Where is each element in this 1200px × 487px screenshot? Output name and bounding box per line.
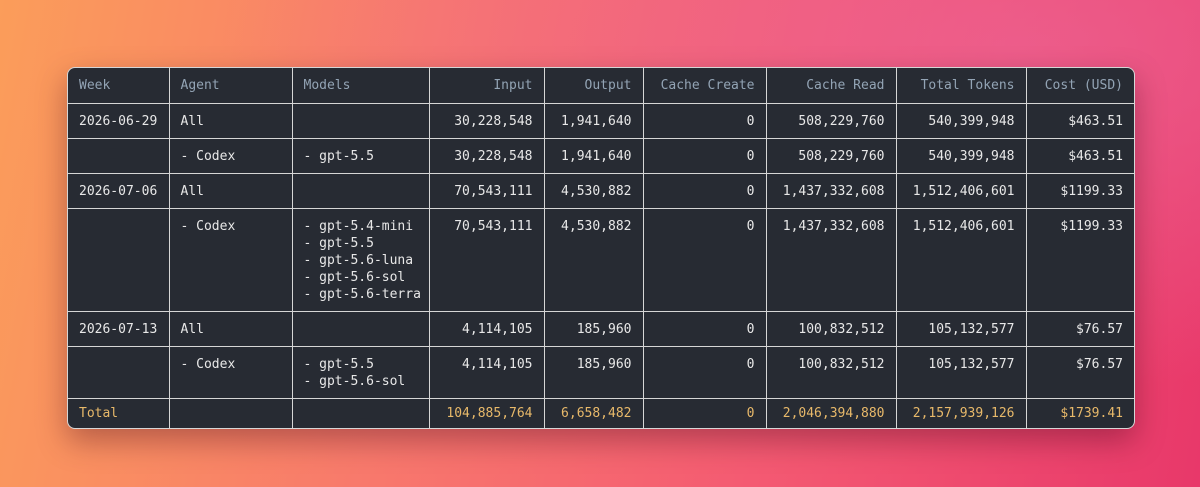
cell: 105,132,577	[895, 346, 1027, 399]
cell: 6,658,482	[543, 398, 644, 428]
cell: 2026-07-06	[68, 173, 170, 209]
cell: 185,960	[543, 311, 644, 347]
table-row: 2026-07-06 All 70,543,111 4,530,882 0 1,437,3…	[68, 173, 1134, 209]
cell: 4,114,105	[428, 346, 545, 399]
cell	[291, 173, 430, 209]
column-header: Models	[291, 68, 430, 104]
column-header: Total Tokens	[895, 68, 1027, 104]
cell: 4,530,882	[543, 173, 644, 209]
cell	[68, 138, 170, 174]
cell: 2,157,939,126	[895, 398, 1027, 428]
cell: All	[168, 311, 293, 347]
cell: 0	[642, 398, 767, 428]
cell: 105,132,577	[895, 311, 1027, 347]
cell: 0	[642, 208, 767, 312]
cell: 1,941,640	[543, 103, 644, 139]
model-name: - gpt-5.6-luna	[303, 253, 414, 268]
model-name: - gpt-5.5	[303, 149, 374, 164]
cell: - gpt-5.5	[291, 138, 430, 174]
cell: $76.57	[1025, 346, 1134, 399]
cell: - Codex	[168, 208, 293, 312]
cell: 2026-06-29	[68, 103, 170, 139]
cell: 70,543,111	[428, 173, 545, 209]
cell: 4,114,105	[428, 311, 545, 347]
table-body: 2026-06-29 All 30,228,548 1,941,640 0 508,229…	[68, 103, 1134, 428]
column-header: Cost (USD)	[1025, 68, 1134, 104]
cell: - Codex	[168, 138, 293, 174]
cell: 1,941,640	[543, 138, 644, 174]
column-header: Week	[68, 68, 170, 104]
cell: 1,512,406,601	[895, 208, 1027, 312]
column-header: Agent	[168, 68, 293, 104]
cell: 0	[642, 138, 767, 174]
cell: 70,543,111	[428, 208, 545, 312]
cell	[68, 346, 170, 399]
cell: 185,960	[543, 346, 644, 399]
usage-table: Week Agent Models Input Output Cache Create Ca…	[68, 68, 1134, 428]
model-name: - gpt-5.5	[303, 236, 374, 251]
cell: 1,512,406,601	[895, 173, 1027, 209]
cell: 0	[642, 346, 767, 399]
column-header: Input	[428, 68, 545, 104]
cell: All	[168, 103, 293, 139]
table-row: - Codex - gpt-5.5 30,228,548 1,941,640 0 508,…	[68, 138, 1134, 174]
model-name: - gpt-5.6-sol	[303, 374, 406, 389]
cell: 508,229,760	[765, 103, 897, 139]
cell: - gpt-5.5 - gpt-5.6-sol	[291, 346, 430, 399]
cell	[291, 398, 430, 428]
cell	[168, 398, 293, 428]
cell: 104,885,764	[428, 398, 545, 428]
cell: 2026-07-13	[68, 311, 170, 347]
table-row: 2026-06-29 All 30,228,548 1,941,640 0 508,229…	[68, 103, 1134, 139]
cell: - gpt-5.4-mini - gpt-5.5 - gpt-5.6-luna - g…	[291, 208, 430, 312]
cell: 0	[642, 173, 767, 209]
cell: $463.51	[1025, 103, 1134, 139]
cell: 100,832,512	[765, 346, 897, 399]
cell: $463.51	[1025, 138, 1134, 174]
cell: 1,437,332,608	[765, 173, 897, 209]
cell	[291, 311, 430, 347]
cell: 2,046,394,880	[765, 398, 897, 428]
cell: 4,530,882	[543, 208, 644, 312]
cell: - Codex	[168, 346, 293, 399]
cell: $1199.33	[1025, 173, 1134, 209]
table-row: 2026-07-13 All 4,114,105 185,960 0 100,832,51…	[68, 311, 1134, 347]
cell: 1,437,332,608	[765, 208, 897, 312]
cell: $1199.33	[1025, 208, 1134, 312]
cell: 100,832,512	[765, 311, 897, 347]
model-name: - gpt-5.6-terra	[303, 287, 421, 302]
cell: 30,228,548	[428, 103, 545, 139]
cell	[291, 103, 430, 139]
model-name: - gpt-5.4-mini	[303, 219, 414, 234]
column-header: Output	[543, 68, 644, 104]
cell: 30,228,548	[428, 138, 545, 174]
header-row: Week Agent Models Input Output Cache Create Ca…	[68, 68, 1134, 104]
cell	[68, 208, 170, 312]
cell: All	[168, 173, 293, 209]
table-row: - Codex - gpt-5.5 - gpt-5.6-sol 4,114,105 18…	[68, 346, 1134, 399]
cell: Total	[68, 398, 170, 428]
cell: 540,399,948	[895, 103, 1027, 139]
cell: 540,399,948	[895, 138, 1027, 174]
table-row: - Codex - gpt-5.4-mini - gpt-5.5 - gpt-5.6-…	[68, 208, 1134, 312]
usage-table-panel: Week Agent Models Input Output Cache Create Ca…	[67, 67, 1135, 429]
cell: 508,229,760	[765, 138, 897, 174]
cell: 0	[642, 103, 767, 139]
column-header: Cache Create	[642, 68, 767, 104]
table-row: Total 104,885,764 6,658,482 0 2,046,394,880 2…	[68, 398, 1134, 428]
model-name: - gpt-5.5	[303, 357, 374, 372]
cell: $76.57	[1025, 311, 1134, 347]
column-header: Cache Read	[765, 68, 897, 104]
cell: $1739.41	[1025, 398, 1134, 428]
model-name: - gpt-5.6-sol	[303, 270, 406, 285]
cell: 0	[642, 311, 767, 347]
